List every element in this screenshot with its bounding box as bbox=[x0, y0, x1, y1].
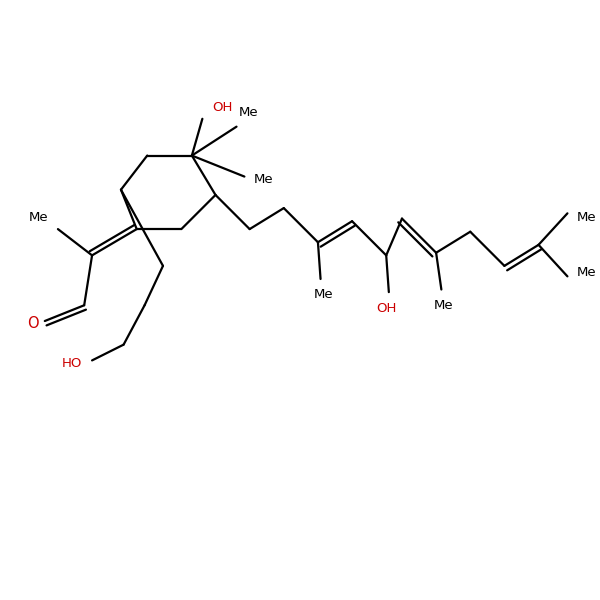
Text: Me: Me bbox=[29, 211, 49, 224]
Text: Me: Me bbox=[313, 289, 333, 301]
Text: OH: OH bbox=[212, 101, 232, 113]
Text: O: O bbox=[27, 316, 38, 331]
Text: Me: Me bbox=[577, 211, 596, 224]
Text: Me: Me bbox=[577, 266, 596, 278]
Text: Me: Me bbox=[254, 173, 274, 185]
Text: HO: HO bbox=[62, 356, 83, 370]
Text: OH: OH bbox=[376, 302, 397, 314]
Text: Me: Me bbox=[434, 299, 454, 312]
Text: Me: Me bbox=[239, 106, 259, 119]
